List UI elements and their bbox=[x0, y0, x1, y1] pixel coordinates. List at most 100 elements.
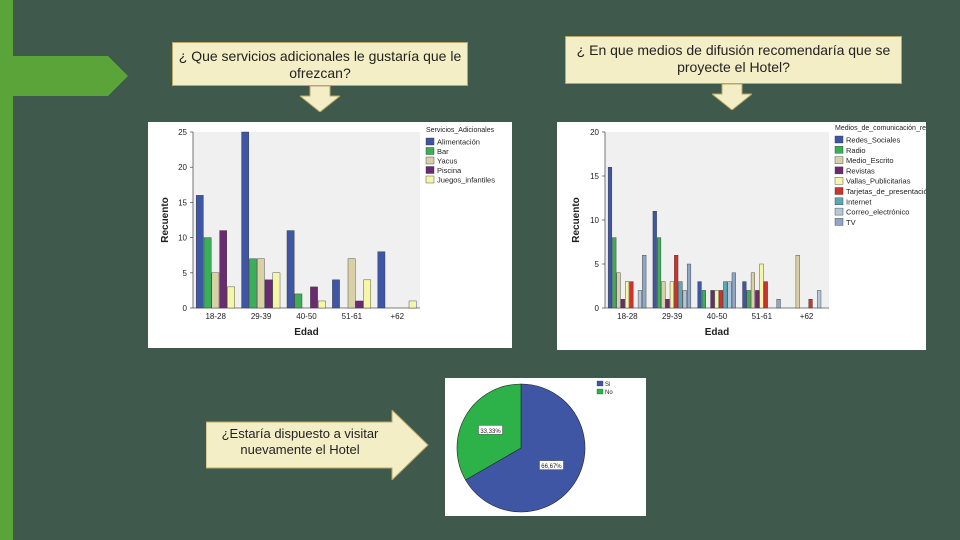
bar bbox=[227, 286, 235, 309]
bar bbox=[286, 230, 295, 309]
legend-swatch bbox=[834, 218, 844, 226]
legend-swatch bbox=[596, 388, 604, 395]
legend-label: TV bbox=[846, 218, 856, 227]
legend-swatch bbox=[596, 380, 604, 387]
bar bbox=[355, 300, 364, 309]
legend-title: Servicios_Adicionales bbox=[426, 127, 495, 134]
legend-swatch bbox=[834, 197, 844, 206]
bar bbox=[750, 272, 755, 309]
legend-label: Revistas bbox=[846, 166, 875, 175]
question-box-media: ¿ En que medios de difusión recomendaría… bbox=[565, 36, 902, 84]
question-box-services: ¿ Que servicios adicionales le gustaría … bbox=[172, 42, 468, 86]
bar bbox=[686, 263, 692, 309]
bar bbox=[408, 300, 417, 309]
bar bbox=[637, 290, 642, 309]
legend-swatch bbox=[425, 156, 435, 165]
bar bbox=[727, 281, 732, 309]
bar bbox=[272, 272, 281, 309]
bar bbox=[714, 290, 719, 309]
left-accent-stripe bbox=[0, 0, 13, 540]
bar bbox=[264, 279, 273, 309]
y-axis-label: Recuento bbox=[160, 197, 171, 243]
services-bar-chart: 0 5 10 15 20 25 18-28 29-39 40-50 51-61 +62 Edad Rec… bbox=[160, 127, 495, 338]
bar bbox=[808, 298, 813, 309]
question-text-services: ¿ Que servicios adicionales le gustaría … bbox=[178, 48, 462, 81]
legend-label: Vallas_Publicitarias bbox=[846, 177, 911, 186]
bar bbox=[310, 286, 318, 309]
bar bbox=[697, 281, 702, 309]
question-text-media: ¿ En que medios de difusión recomendaría… bbox=[576, 42, 891, 75]
chart-panel-revisit: 66,67% 33,33% Si No bbox=[445, 378, 646, 516]
y-tick-label: 20 bbox=[590, 128, 599, 137]
x-tick-label: 51-61 bbox=[342, 312, 363, 321]
bar bbox=[742, 281, 747, 309]
x-axis-label: Edad bbox=[294, 327, 318, 338]
legend-swatch bbox=[834, 146, 844, 154]
legend-label: Medio_Escrito bbox=[846, 156, 894, 165]
down-arrow-icon bbox=[300, 86, 340, 112]
media-bar-chart: 0 5 10 15 20 18-28 29-39 40-50 51-61 +62 Edad Recue… bbox=[571, 125, 926, 338]
x-tick-label: 29-39 bbox=[662, 312, 683, 321]
legend-swatch bbox=[834, 156, 844, 164]
legend-swatch bbox=[834, 207, 844, 216]
x-tick-label: 18-28 bbox=[617, 312, 638, 321]
x-axis-label: Edad bbox=[705, 327, 729, 338]
question-text-revisit: ¿Estaría dispuesto a visitar nuevamente … bbox=[221, 426, 379, 457]
legend-label: Alimentación bbox=[437, 138, 480, 147]
legend-swatch bbox=[425, 175, 435, 184]
x-tick-label: 29-39 bbox=[251, 312, 272, 321]
down-arrow-icon bbox=[712, 84, 752, 110]
bar bbox=[652, 210, 657, 309]
legend-label: Tarjetas_de_presentación bbox=[846, 187, 926, 196]
legend-swatch bbox=[834, 166, 844, 175]
bar bbox=[701, 290, 706, 309]
chart-panel-services: 0 5 10 15 20 25 18-28 29-39 40-50 51-61 +62 Edad Rec… bbox=[148, 122, 512, 348]
legend-label: Si bbox=[605, 382, 610, 388]
bar bbox=[294, 293, 303, 309]
legend-label: Yacus bbox=[437, 157, 458, 166]
pie-data-label-box bbox=[539, 460, 564, 470]
y-tick-label: 0 bbox=[595, 304, 600, 313]
bar bbox=[203, 237, 212, 309]
bar bbox=[241, 131, 249, 309]
chevron-arrow-icon bbox=[0, 56, 128, 96]
bar bbox=[665, 298, 670, 309]
x-tick-label: +62 bbox=[800, 312, 814, 321]
bar bbox=[332, 279, 340, 309]
bar bbox=[211, 272, 220, 309]
bar bbox=[377, 251, 386, 309]
y-tick-label: 10 bbox=[590, 216, 599, 225]
x-tick-label: 18-28 bbox=[205, 312, 226, 321]
y-tick-label: 20 bbox=[178, 163, 187, 172]
pie-data-label: 66,67% bbox=[541, 464, 562, 470]
question-arrow-shape bbox=[206, 410, 429, 480]
bar bbox=[669, 281, 674, 309]
y-tick-label: 5 bbox=[595, 260, 600, 269]
bar bbox=[616, 272, 621, 309]
x-tick-label: 51-61 bbox=[752, 312, 773, 321]
bar bbox=[731, 272, 736, 309]
y-tick-label: 10 bbox=[178, 234, 187, 243]
legend-label: Redes_Sociales bbox=[846, 136, 900, 145]
y-tick-label: 5 bbox=[183, 269, 188, 278]
bar bbox=[710, 290, 715, 309]
bar bbox=[723, 281, 728, 309]
plot-area bbox=[193, 132, 420, 308]
bar bbox=[620, 298, 625, 309]
legend-swatch bbox=[834, 135, 844, 144]
bar bbox=[661, 281, 666, 309]
bar bbox=[195, 195, 204, 309]
bar bbox=[642, 254, 647, 309]
bar bbox=[607, 167, 613, 309]
x-tick-label: +62 bbox=[391, 312, 405, 321]
legend-swatch bbox=[425, 166, 435, 174]
bar bbox=[318, 300, 326, 309]
y-tick-label: 15 bbox=[590, 172, 599, 181]
bar bbox=[776, 298, 781, 309]
legend-label: Bar bbox=[437, 147, 449, 156]
x-tick-label: 40-50 bbox=[296, 312, 317, 321]
legend-label: Internet bbox=[846, 197, 872, 206]
y-axis-label: Recuento bbox=[571, 197, 582, 243]
bar bbox=[674, 254, 679, 309]
legend-swatch bbox=[425, 147, 435, 155]
